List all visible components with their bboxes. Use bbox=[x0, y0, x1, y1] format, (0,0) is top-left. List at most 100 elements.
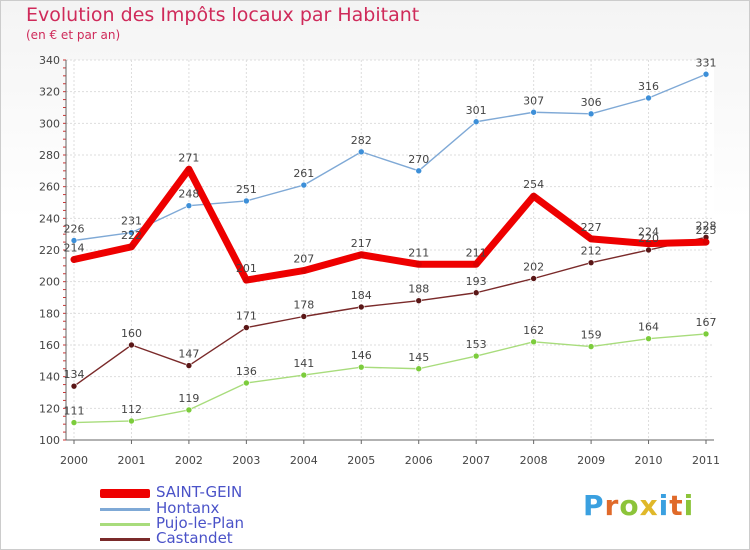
y-tick-label: 160 bbox=[39, 339, 60, 352]
data-point-hontanx bbox=[357, 148, 365, 156]
data-point-hontanx bbox=[128, 229, 135, 236]
data-point-saint-gein bbox=[415, 261, 422, 268]
series-line-castandet bbox=[73, 236, 707, 387]
data-label-hontanx: 331 bbox=[696, 56, 717, 69]
data-point-pujo-le-plan bbox=[645, 335, 652, 342]
logo-letter: r bbox=[604, 489, 620, 522]
data-label-pujo-le-plan: 145 bbox=[408, 351, 429, 364]
data-label-castandet: 134 bbox=[64, 368, 85, 381]
data-point-pujo-le-plan bbox=[415, 365, 423, 373]
x-tick-label: 2004 bbox=[290, 454, 318, 467]
data-label-hontanx: 307 bbox=[523, 94, 544, 107]
data-point-castandet bbox=[70, 382, 78, 390]
data-point-pujo-le-plan bbox=[185, 406, 193, 414]
data-label-saint-gein: 217 bbox=[351, 237, 372, 250]
chart-subtitle: (en € et par an) bbox=[26, 28, 121, 42]
data-label-saint-gein: 254 bbox=[523, 178, 544, 191]
data-point-hontanx bbox=[70, 237, 78, 244]
data-label-saint-gein: 271 bbox=[178, 151, 199, 164]
data-label-pujo-le-plan: 167 bbox=[696, 316, 717, 329]
proxiti-logo: Proxiti bbox=[583, 489, 694, 522]
x-tick-label: 2000 bbox=[60, 454, 88, 467]
data-point-pujo-le-plan bbox=[472, 352, 480, 360]
data-label-castandet: 193 bbox=[466, 275, 487, 288]
data-point-castandet bbox=[587, 259, 595, 266]
data-label-hontanx: 226 bbox=[64, 223, 85, 236]
data-label-pujo-le-plan: 141 bbox=[293, 357, 314, 370]
data-point-pujo-le-plan bbox=[128, 417, 135, 425]
legend-swatch-castandet bbox=[100, 537, 150, 541]
data-point-saint-gein bbox=[530, 192, 537, 200]
data-label-hontanx: 301 bbox=[466, 104, 487, 117]
data-point-saint-gein bbox=[70, 256, 78, 263]
y-tick-label: 320 bbox=[39, 86, 60, 99]
data-label-pujo-le-plan: 153 bbox=[466, 338, 487, 351]
data-point-castandet bbox=[300, 313, 308, 320]
data-label-hontanx: 261 bbox=[293, 167, 314, 180]
legend-label-hontanx: Hontanx bbox=[156, 499, 220, 517]
y-tick-label: 340 bbox=[39, 54, 60, 67]
x-tick-label: 2010 bbox=[635, 454, 663, 467]
y-tick-label: 100 bbox=[39, 434, 60, 447]
x-tick-label: 2002 bbox=[175, 454, 203, 467]
chart-title: Evolution des Impôts locaux par Habitant bbox=[26, 4, 420, 26]
x-tick-label: 2008 bbox=[520, 454, 548, 467]
series-line-hontanx bbox=[73, 73, 707, 242]
data-label-hontanx: 270 bbox=[408, 153, 429, 166]
data-label-hontanx: 282 bbox=[351, 134, 372, 147]
data-label-hontanx: 316 bbox=[638, 80, 659, 93]
y-tick-label: 300 bbox=[39, 117, 60, 130]
data-label-pujo-le-plan: 159 bbox=[581, 329, 602, 342]
x-tick-label: 2001 bbox=[117, 454, 145, 467]
y-tick-label: 140 bbox=[39, 371, 60, 384]
y-tick-label: 120 bbox=[39, 402, 60, 415]
data-label-castandet: 147 bbox=[178, 348, 199, 361]
data-point-pujo-le-plan bbox=[70, 419, 78, 426]
data-point-castandet bbox=[472, 289, 480, 297]
logo-letter: i bbox=[658, 489, 670, 522]
data-label-castandet: 178 bbox=[293, 299, 314, 312]
data-point-saint-gein bbox=[185, 166, 193, 173]
data-label-pujo-le-plan: 162 bbox=[523, 324, 544, 337]
data-point-saint-gein bbox=[645, 240, 652, 247]
data-label-castandet: 171 bbox=[236, 310, 257, 323]
data-label-hontanx: 248 bbox=[178, 188, 199, 201]
data-point-castandet bbox=[645, 246, 652, 254]
x-tick-label: 2003 bbox=[232, 454, 260, 467]
data-point-saint-gein bbox=[702, 238, 710, 246]
legend-label-pujo-le-plan: Pujo-le-Plan bbox=[156, 514, 245, 532]
data-label-castandet: 212 bbox=[581, 245, 602, 258]
x-tick-label: 2007 bbox=[462, 454, 490, 467]
data-label-pujo-le-plan: 146 bbox=[351, 349, 372, 362]
data-point-saint-gein bbox=[358, 251, 365, 258]
data-point-saint-gein bbox=[300, 267, 308, 274]
data-point-castandet bbox=[357, 303, 365, 311]
data-label-castandet: 184 bbox=[351, 289, 372, 302]
data-point-saint-gein bbox=[243, 276, 250, 284]
y-tick-label: 200 bbox=[39, 276, 60, 289]
data-label-saint-gein: 211 bbox=[466, 246, 487, 259]
data-label-castandet: 220 bbox=[638, 232, 659, 245]
logo-letter: t bbox=[669, 489, 684, 522]
y-tick-label: 180 bbox=[39, 307, 60, 320]
data-label-pujo-le-plan: 112 bbox=[121, 403, 142, 416]
data-label-castandet: 202 bbox=[523, 261, 544, 274]
logo-letter: P bbox=[583, 489, 605, 522]
series-line-pujo-le-plan bbox=[73, 333, 707, 424]
data-point-pujo-le-plan bbox=[243, 379, 250, 387]
x-tick-label: 2006 bbox=[405, 454, 433, 467]
y-tick-label: 240 bbox=[39, 212, 60, 225]
data-label-saint-gein: 211 bbox=[408, 246, 429, 259]
data-label-saint-gein: 201 bbox=[236, 262, 257, 275]
data-point-pujo-le-plan bbox=[357, 363, 365, 371]
legend-label-saint-gein: SAINT-GEIN bbox=[156, 483, 243, 501]
y-tick-label: 260 bbox=[39, 181, 60, 194]
data-point-hontanx bbox=[415, 167, 423, 175]
y-tick-label: 220 bbox=[39, 244, 60, 257]
data-label-saint-gein: 207 bbox=[293, 253, 314, 266]
legend-swatch-pujo-le-plan bbox=[100, 522, 150, 526]
data-label-hontanx: 231 bbox=[121, 215, 142, 228]
data-label-saint-gein: 222 bbox=[121, 229, 142, 242]
data-point-hontanx bbox=[702, 70, 710, 78]
